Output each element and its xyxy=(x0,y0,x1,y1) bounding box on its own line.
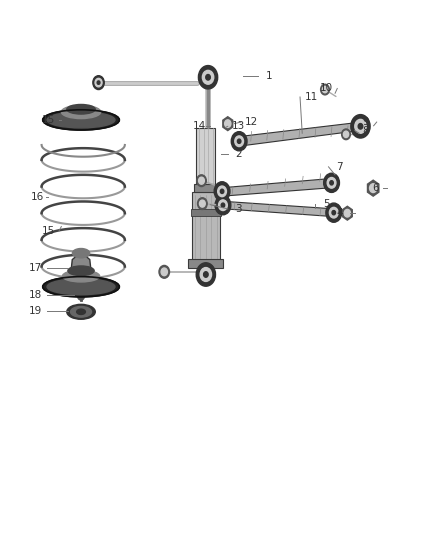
Circle shape xyxy=(322,86,328,93)
Text: 18: 18 xyxy=(29,290,42,300)
Circle shape xyxy=(198,177,205,184)
Circle shape xyxy=(327,177,336,188)
Circle shape xyxy=(206,75,210,80)
Ellipse shape xyxy=(77,309,85,314)
Circle shape xyxy=(198,66,218,89)
Ellipse shape xyxy=(67,304,95,319)
Circle shape xyxy=(329,207,338,218)
Circle shape xyxy=(196,263,215,286)
Circle shape xyxy=(225,120,231,127)
FancyBboxPatch shape xyxy=(188,259,223,268)
Text: 15: 15 xyxy=(42,115,55,125)
Circle shape xyxy=(330,181,333,185)
Circle shape xyxy=(324,173,339,192)
Circle shape xyxy=(221,203,225,207)
Ellipse shape xyxy=(43,277,119,297)
Ellipse shape xyxy=(71,306,92,317)
Circle shape xyxy=(343,131,349,138)
Polygon shape xyxy=(221,179,333,196)
Ellipse shape xyxy=(47,112,115,128)
Circle shape xyxy=(215,196,231,215)
Circle shape xyxy=(197,175,206,187)
Text: 1: 1 xyxy=(266,71,273,81)
Text: 3: 3 xyxy=(235,204,242,214)
Text: 16: 16 xyxy=(31,192,44,202)
Text: 11: 11 xyxy=(304,92,318,102)
Text: 4: 4 xyxy=(336,208,343,218)
Circle shape xyxy=(351,115,370,138)
Text: 2: 2 xyxy=(235,149,242,158)
FancyBboxPatch shape xyxy=(194,184,218,192)
Circle shape xyxy=(95,78,102,87)
Circle shape xyxy=(332,211,336,215)
Text: 6: 6 xyxy=(372,183,379,193)
Text: 13: 13 xyxy=(232,122,245,131)
Circle shape xyxy=(93,76,104,90)
Circle shape xyxy=(355,119,366,133)
Circle shape xyxy=(358,124,363,129)
Circle shape xyxy=(231,132,247,151)
Circle shape xyxy=(235,136,244,147)
Circle shape xyxy=(344,209,350,217)
Polygon shape xyxy=(239,122,361,146)
Circle shape xyxy=(326,203,342,222)
Circle shape xyxy=(199,200,205,207)
Text: 7: 7 xyxy=(336,162,343,172)
Circle shape xyxy=(219,200,227,211)
Polygon shape xyxy=(70,252,92,280)
Ellipse shape xyxy=(68,266,94,276)
Polygon shape xyxy=(223,201,335,216)
Circle shape xyxy=(97,81,100,84)
Text: 5: 5 xyxy=(323,199,330,209)
Circle shape xyxy=(370,184,377,192)
Circle shape xyxy=(204,272,208,277)
Circle shape xyxy=(342,129,350,140)
Circle shape xyxy=(200,268,212,281)
Ellipse shape xyxy=(61,106,101,119)
Circle shape xyxy=(321,84,329,95)
Text: 17: 17 xyxy=(29,263,42,273)
FancyBboxPatch shape xyxy=(191,209,221,216)
FancyBboxPatch shape xyxy=(196,128,215,187)
FancyBboxPatch shape xyxy=(192,192,220,261)
Circle shape xyxy=(237,139,241,143)
Text: 14: 14 xyxy=(193,122,206,131)
Text: 15: 15 xyxy=(42,226,55,236)
Ellipse shape xyxy=(62,270,100,282)
Ellipse shape xyxy=(72,248,90,258)
Circle shape xyxy=(78,292,85,300)
Text: 12: 12 xyxy=(245,117,258,127)
Ellipse shape xyxy=(67,104,95,114)
Ellipse shape xyxy=(43,110,119,130)
Circle shape xyxy=(161,268,167,276)
Text: 19: 19 xyxy=(29,306,42,316)
Circle shape xyxy=(198,198,207,209)
Circle shape xyxy=(214,182,230,201)
Text: 8: 8 xyxy=(362,126,369,135)
Circle shape xyxy=(218,186,226,197)
Circle shape xyxy=(220,189,224,193)
Circle shape xyxy=(159,265,170,278)
Text: 10: 10 xyxy=(320,84,333,93)
Circle shape xyxy=(202,70,214,84)
Text: 9: 9 xyxy=(362,117,369,127)
Ellipse shape xyxy=(47,279,115,295)
